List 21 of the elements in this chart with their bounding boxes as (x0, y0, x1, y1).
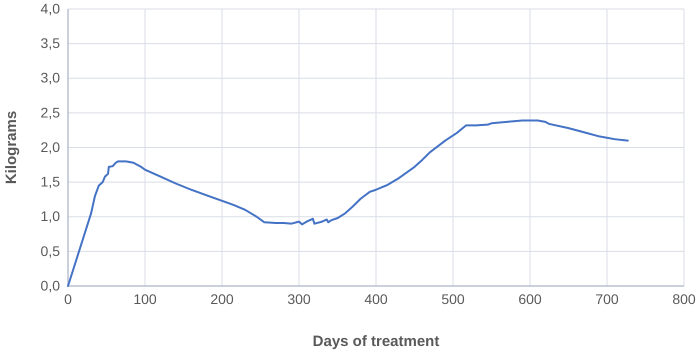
y-tick-label: 0,5 (40, 242, 60, 259)
x-tick-label: 800 (672, 290, 696, 307)
x-tick-label: 700 (595, 290, 619, 307)
y-tick-label: 3,5 (40, 35, 60, 52)
y-tick-label: 4,0 (40, 0, 60, 16)
y-tick-label: 3,0 (40, 70, 60, 86)
x-tick-label: 600 (518, 290, 542, 307)
x-tick-label: 100 (133, 290, 157, 307)
y-tick-label: 1,0 (40, 208, 60, 224)
y-tick-label: 1,5 (40, 174, 60, 190)
line-series (67, 119, 629, 287)
x-tick-label: 300 (287, 290, 311, 307)
x-tick-label: 500 (441, 290, 465, 307)
y-tick-label: 0,0 (40, 277, 60, 294)
y-tick-label: 2,5 (40, 104, 60, 120)
x-tick-label: 0 (64, 290, 72, 307)
x-tick-label: 200 (210, 290, 234, 307)
y-axis-title: Kilograms (3, 110, 20, 184)
x-tick-label: 400 (364, 290, 388, 307)
y-tick-label: 2,0 (40, 138, 60, 155)
x-axis-title: Days of treatment (312, 333, 440, 350)
